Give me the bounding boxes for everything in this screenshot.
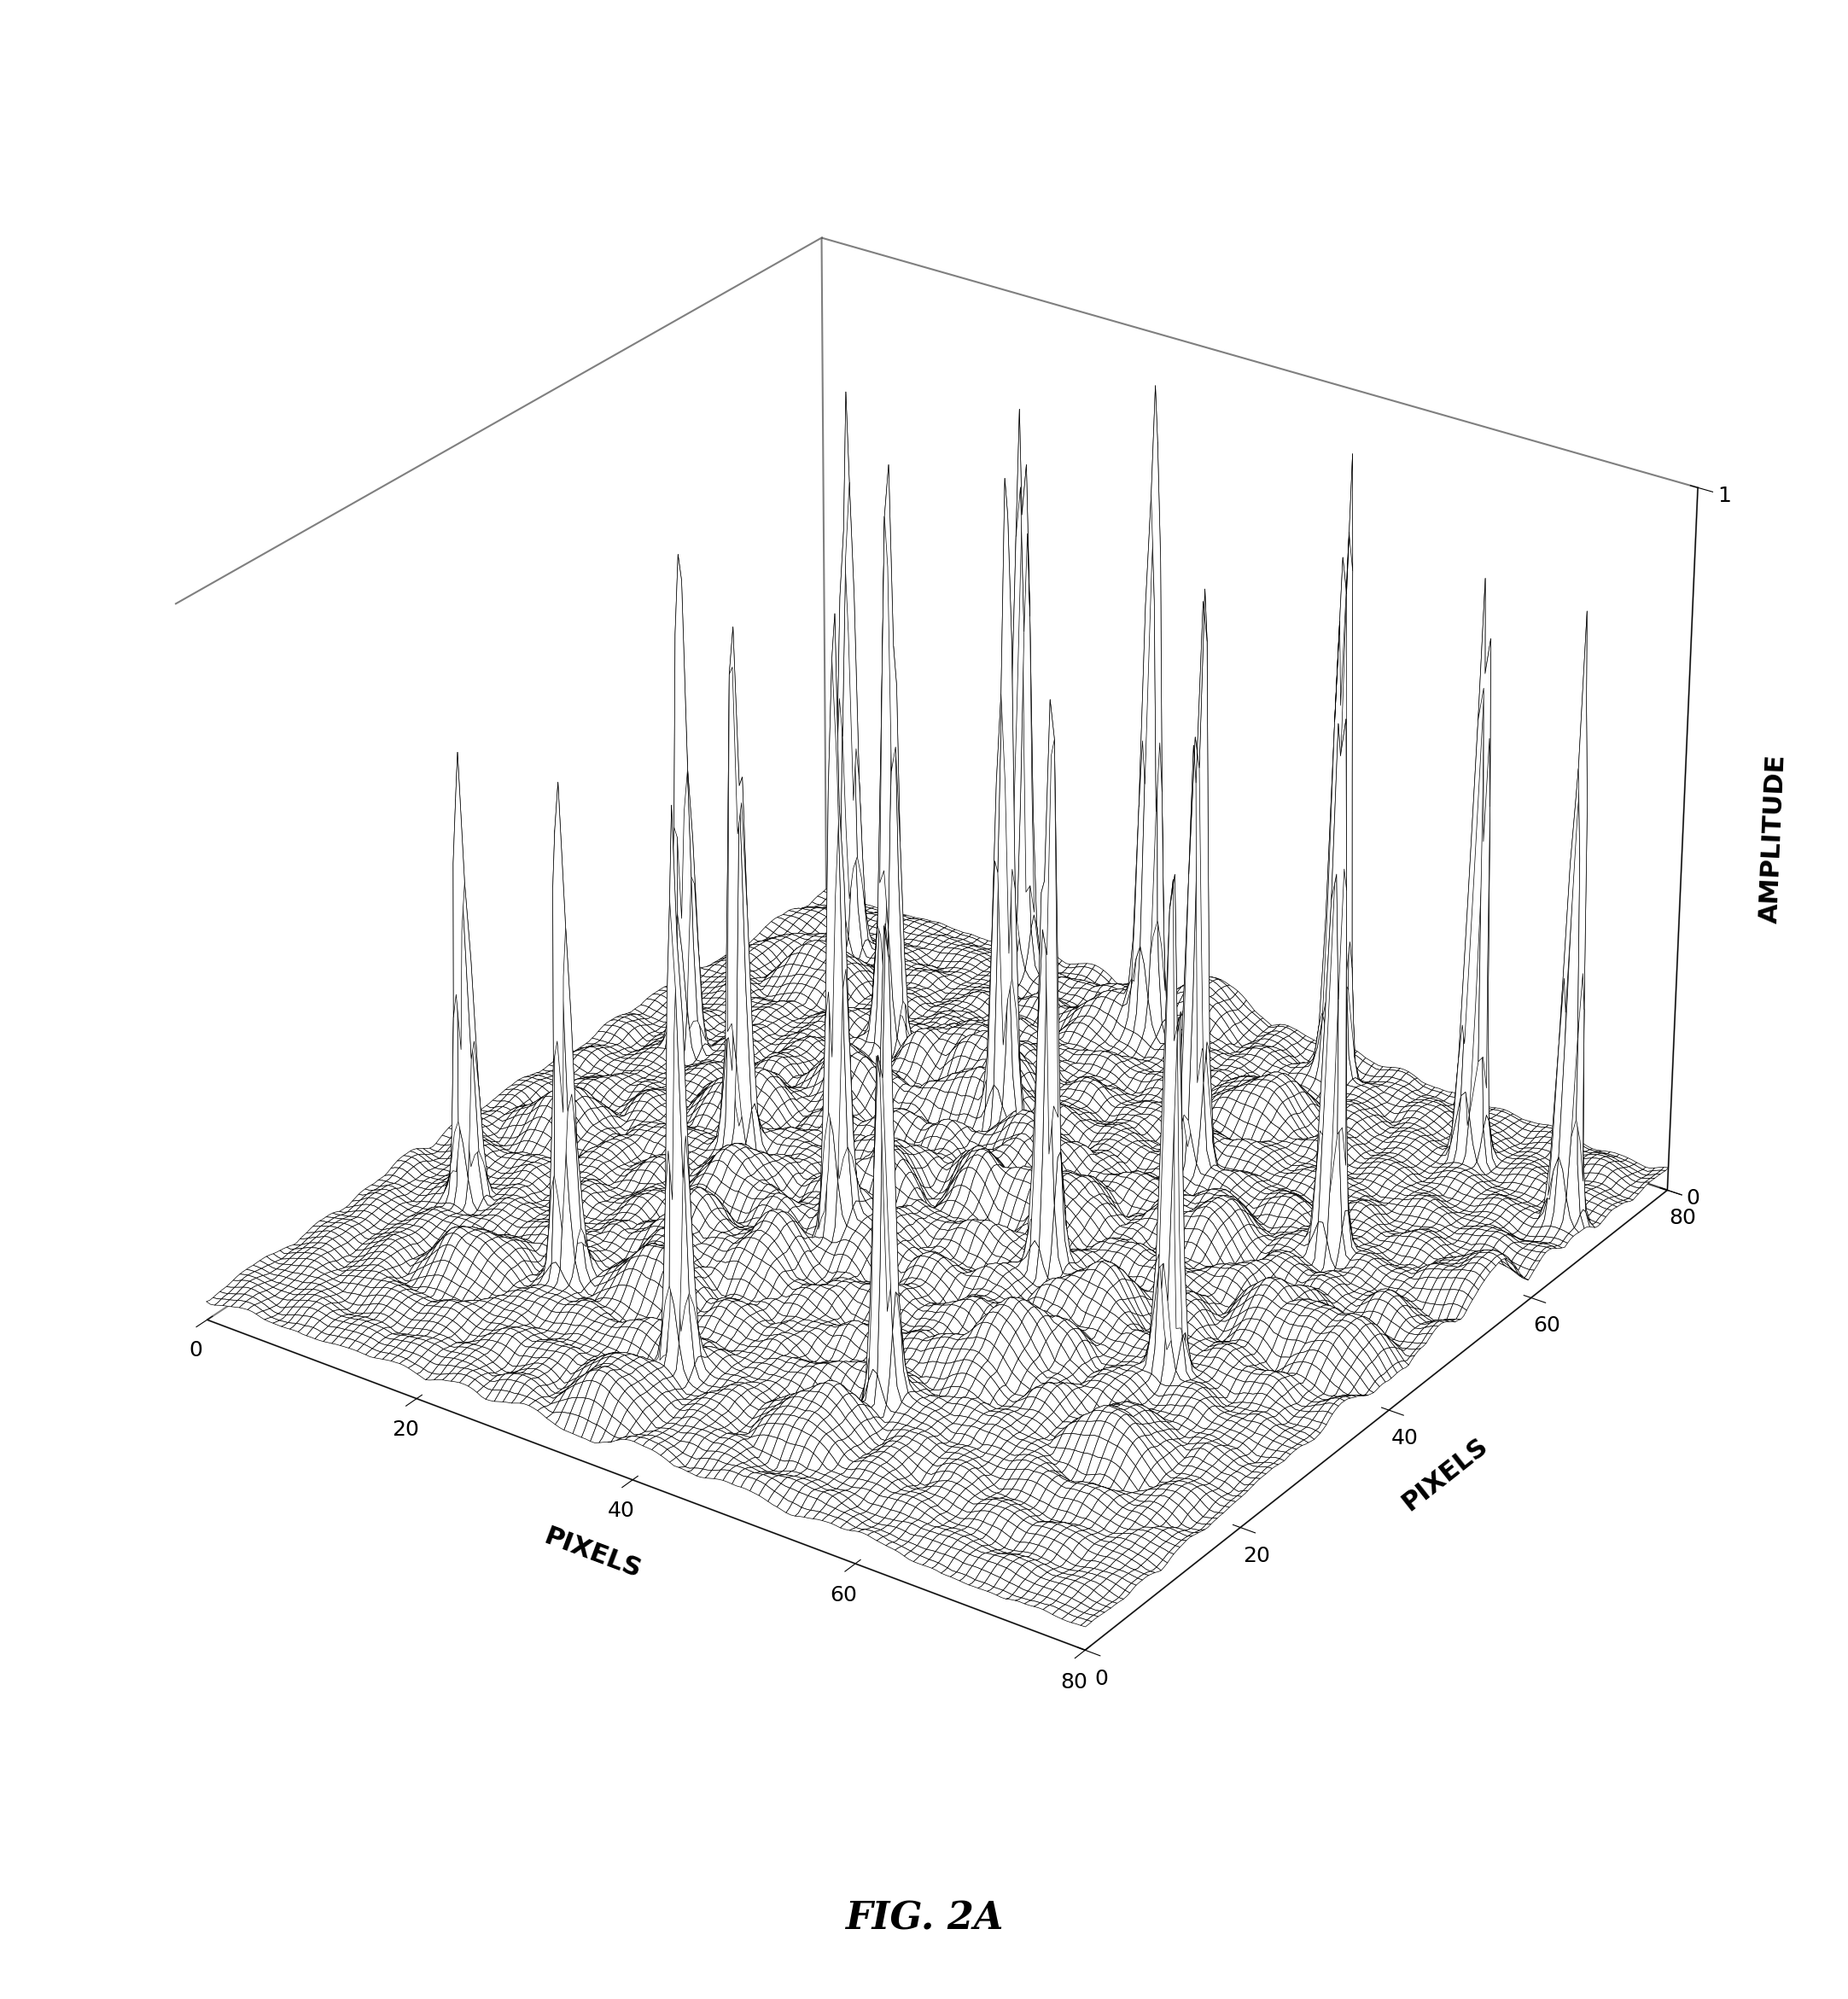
Text: FIG. 2A: FIG. 2A xyxy=(845,1901,1003,1937)
Y-axis label: PIXELS: PIXELS xyxy=(1397,1433,1493,1515)
X-axis label: PIXELS: PIXELS xyxy=(540,1525,645,1583)
